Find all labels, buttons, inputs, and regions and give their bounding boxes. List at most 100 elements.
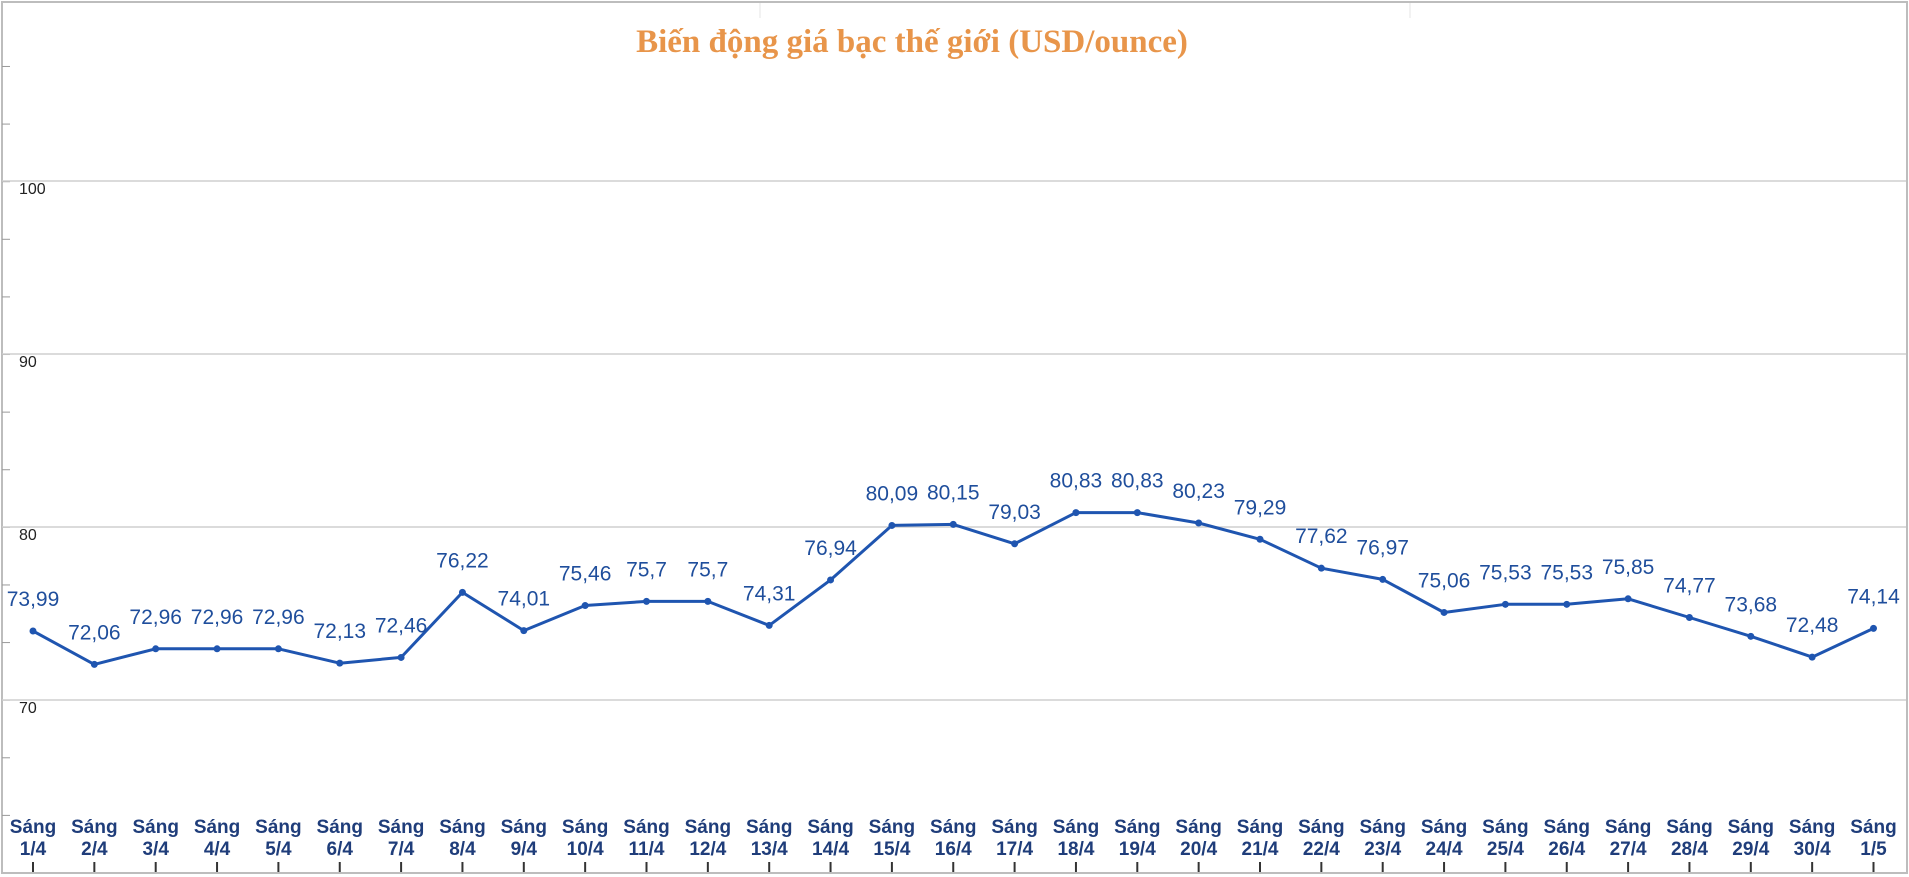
data-label: 80,15 — [927, 481, 980, 504]
data-point — [827, 576, 835, 584]
data-point — [949, 520, 957, 528]
data-label: 75,06 — [1418, 569, 1471, 592]
data-point — [336, 659, 344, 667]
data-label: 74,14 — [1847, 585, 1900, 608]
x-tick-label: Sáng 1/4 — [10, 817, 56, 860]
data-point — [274, 645, 282, 653]
y-tick-label: 100 — [19, 181, 46, 198]
chart-title: Biến động giá bạc thế giới (USD/ounce) — [636, 24, 1188, 60]
data-point — [397, 653, 405, 661]
x-tick-label: Sáng 23/4 — [1359, 817, 1405, 860]
data-label: 79,03 — [988, 501, 1041, 524]
x-tick-label: Sáng 9/4 — [501, 817, 547, 860]
data-label: 76,94 — [804, 537, 857, 560]
data-label: 80,83 — [1111, 470, 1164, 493]
x-tick-label: Sáng 11/4 — [623, 817, 669, 860]
data-point — [643, 597, 650, 605]
y-tick-label: 80 — [19, 527, 37, 544]
x-tick-label: Sáng 24/4 — [1421, 817, 1467, 860]
data-point — [213, 645, 221, 653]
x-tick-label: Sáng 25/4 — [1482, 817, 1528, 860]
data-label: 75,7 — [687, 558, 728, 581]
data-label: 75,85 — [1602, 556, 1655, 579]
data-labels: 73,99 72,06 72,96 72,96 72,96 72,13 72,46 76,22… — [7, 470, 1900, 645]
x-tick-label: Sáng 21/4 — [1237, 817, 1283, 860]
data-label: 72,96 — [129, 606, 182, 629]
data-point — [1501, 600, 1509, 608]
x-tick-label: Sáng 17/4 — [991, 817, 1037, 860]
x-tick-label: Sáng 1/5 — [1850, 817, 1896, 860]
data-point — [29, 627, 37, 635]
x-tick-label: Sáng 2/4 — [71, 817, 117, 860]
data-point — [1440, 608, 1448, 616]
data-point — [581, 602, 589, 610]
data-label: 74,31 — [743, 582, 796, 605]
data-label: 72,96 — [252, 606, 305, 629]
data-label: 80,09 — [866, 482, 919, 505]
data-label: 73,99 — [7, 588, 60, 611]
data-point — [1808, 653, 1816, 661]
data-point — [1072, 509, 1080, 517]
data-label: 76,22 — [436, 549, 489, 572]
y-tick-label: 90 — [19, 354, 37, 371]
x-tick-label: Sáng 18/4 — [1053, 817, 1099, 860]
x-tick-label: Sáng 19/4 — [1114, 817, 1160, 860]
data-point — [458, 588, 466, 596]
data-point — [520, 627, 528, 635]
data-point — [152, 645, 160, 653]
data-label: 75,53 — [1540, 561, 1593, 584]
x-tick-label: Sáng 5/4 — [255, 817, 301, 860]
x-tick-label: Sáng 26/4 — [1544, 817, 1590, 860]
x-tick-label: Sáng 10/4 — [562, 817, 608, 860]
x-tick-label: Sáng 14/4 — [807, 817, 853, 860]
x-tick-label: Sáng 13/4 — [746, 817, 792, 860]
x-tick-label: Sáng 4/4 — [194, 817, 240, 860]
x-tick-label: Sáng 7/4 — [378, 817, 424, 860]
x-tick-label: Sáng 8/4 — [439, 817, 485, 860]
data-point — [90, 660, 98, 668]
data-point — [1011, 540, 1019, 548]
data-label: 72,48 — [1786, 614, 1839, 637]
x-tick-label: Sáng 22/4 — [1298, 817, 1344, 860]
data-label: 75,7 — [626, 558, 667, 581]
x-tick-label: Sáng 30/4 — [1789, 817, 1835, 860]
y-tick-label: 70 — [19, 700, 37, 717]
data-point — [1624, 595, 1632, 603]
data-label: 80,23 — [1172, 480, 1225, 503]
data-label: 79,29 — [1234, 496, 1287, 519]
data-point — [765, 621, 773, 629]
x-tick-label: Sáng 3/4 — [132, 817, 178, 860]
data-label: 74,01 — [498, 588, 551, 611]
x-tick-label: Sáng 16/4 — [930, 817, 976, 860]
x-tick-label: Sáng 27/4 — [1605, 817, 1651, 860]
x-tick-label: Sáng 20/4 — [1175, 817, 1221, 860]
data-point — [888, 521, 896, 529]
data-label: 77,62 — [1295, 525, 1348, 548]
data-label: 72,96 — [191, 606, 244, 629]
data-point — [1379, 575, 1387, 583]
data-point — [1195, 519, 1203, 527]
data-label: 80,83 — [1050, 470, 1103, 493]
data-point — [1870, 624, 1877, 632]
data-label: 72,06 — [68, 621, 121, 644]
series-silver-price — [29, 509, 1877, 668]
x-tick-label: Sáng 28/4 — [1666, 817, 1712, 860]
data-point — [1747, 632, 1755, 640]
data-point — [1563, 600, 1571, 608]
data-label: 72,13 — [313, 620, 366, 643]
y-axis: 70 80 90 100 — [19, 181, 46, 717]
x-tick-label: Sáng 12/4 — [685, 817, 731, 860]
data-label: 75,53 — [1479, 561, 1532, 584]
x-tick-label: Sáng 6/4 — [317, 817, 363, 860]
data-point — [1317, 564, 1325, 572]
data-label: 73,68 — [1725, 593, 1778, 616]
data-point — [1133, 509, 1141, 517]
data-label: 72,46 — [375, 614, 428, 637]
data-label: 75,46 — [559, 563, 612, 586]
x-tick-label: Sáng 29/4 — [1728, 817, 1774, 860]
data-point — [704, 597, 712, 605]
data-label: 74,77 — [1663, 574, 1716, 597]
